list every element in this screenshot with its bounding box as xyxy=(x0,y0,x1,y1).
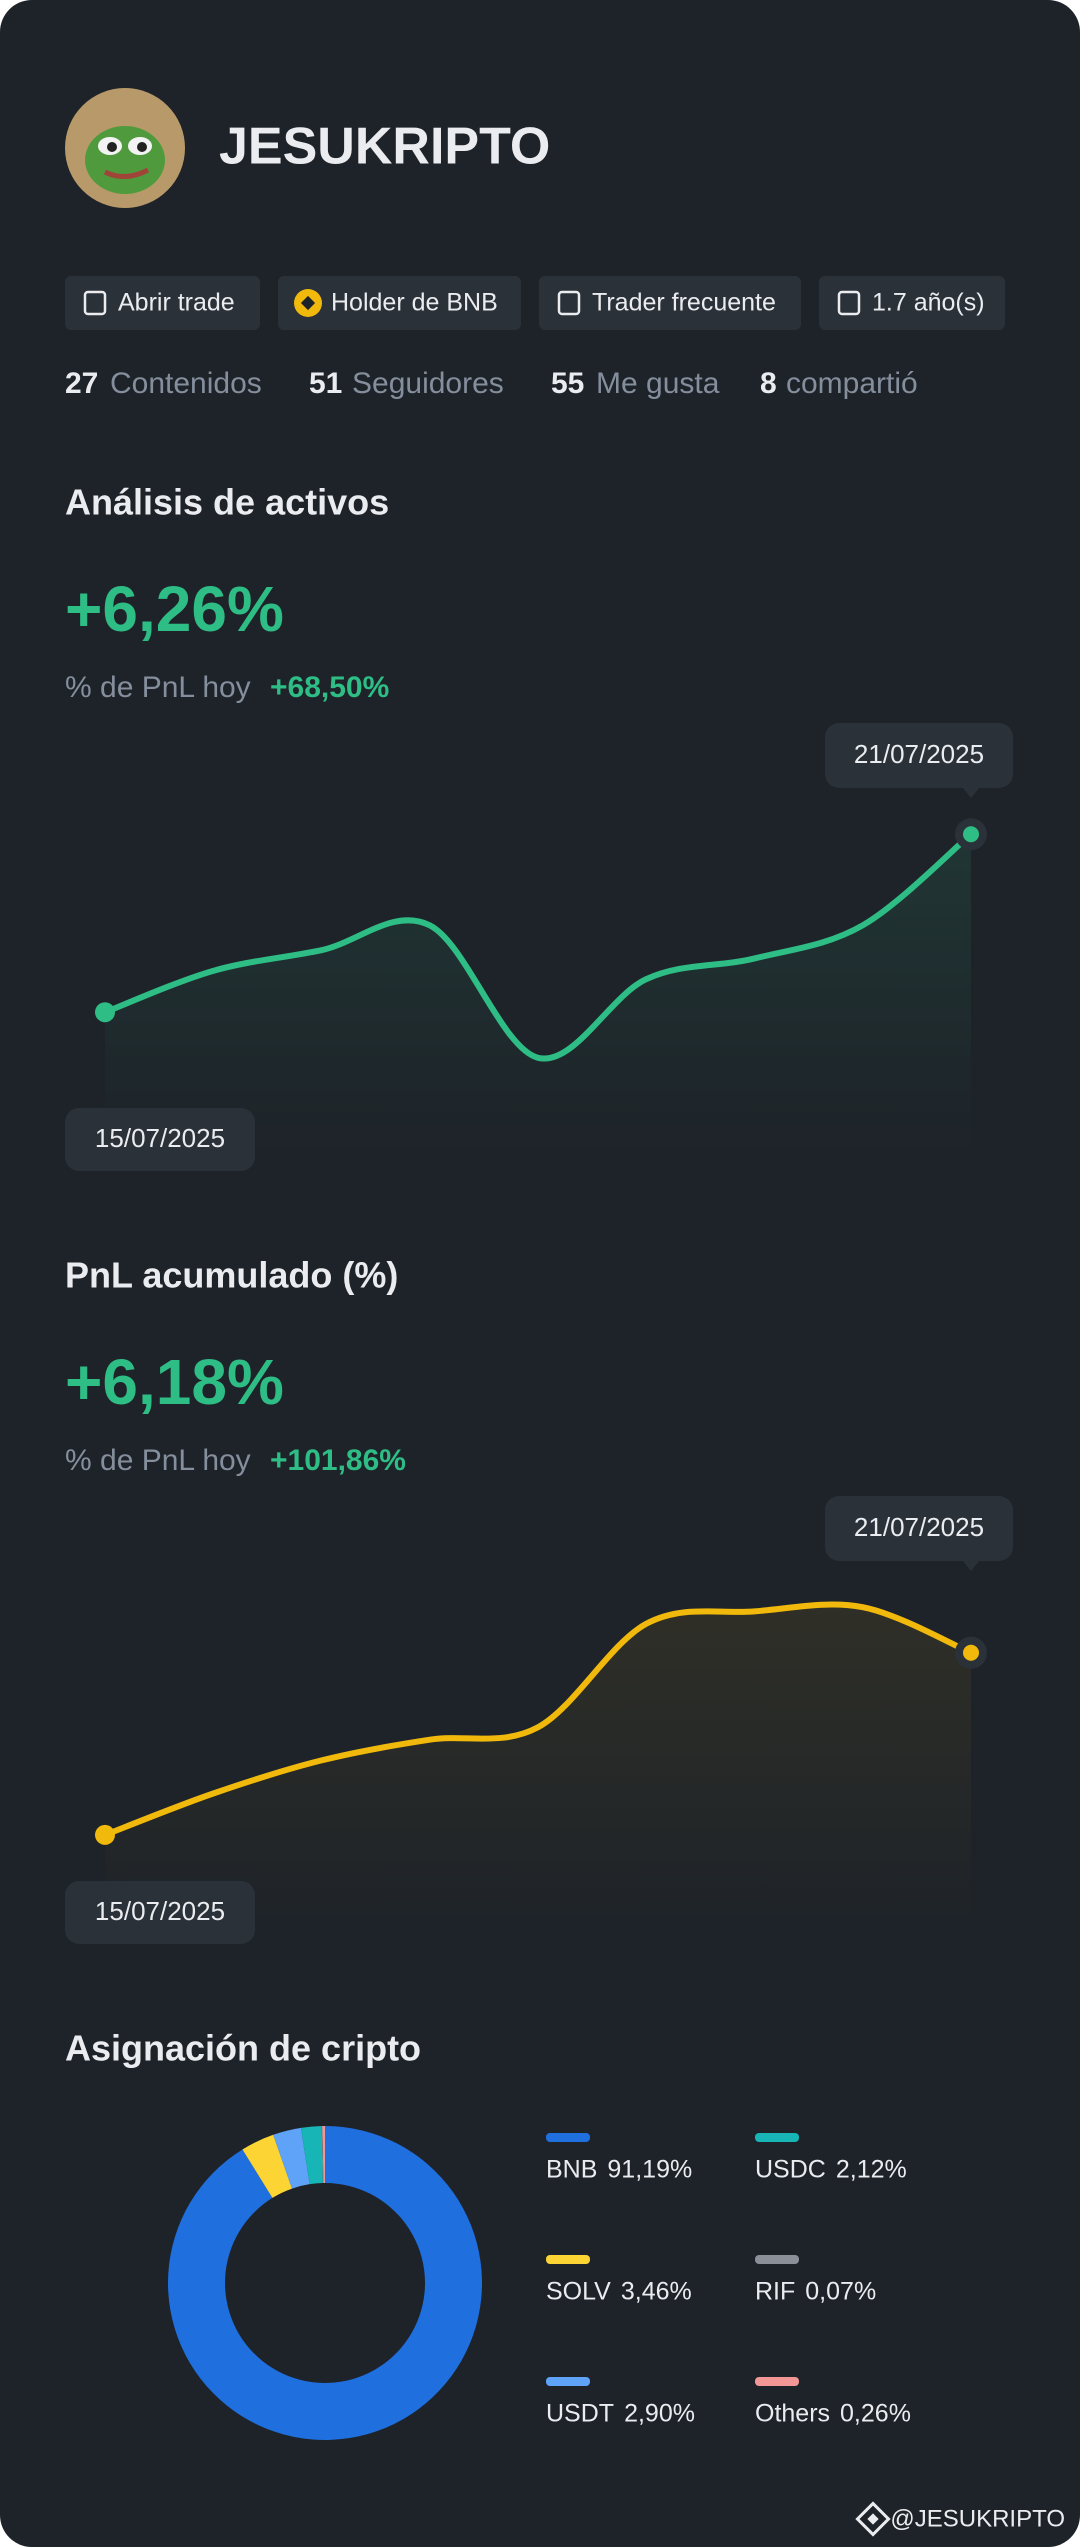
badge-row: Abrir trade Holder de BNB Trader frecuente… xyxy=(65,276,1005,330)
donut-segment xyxy=(242,2134,293,2198)
legend-name: USDC xyxy=(755,2156,826,2184)
icon-shape xyxy=(557,290,581,316)
donut-segment xyxy=(168,2126,483,2441)
footer-handle: @JESUKRIPTO xyxy=(890,2505,1065,2532)
legend-value: 2,12% xyxy=(836,2156,907,2184)
section-title: Análisis de activos xyxy=(65,482,389,523)
legend-value: 0,07% xyxy=(805,2278,876,2306)
donut-segment xyxy=(322,2126,325,2184)
subtitle-label: % de PnL hoy xyxy=(65,1444,251,1477)
legend-swatch xyxy=(755,2255,799,2264)
stat-label: Me gusta xyxy=(596,367,720,400)
badge-label: Trader frecuente xyxy=(592,289,776,317)
icon-shape xyxy=(837,290,861,316)
donut-segment xyxy=(300,2126,323,2185)
end-date: 21/07/2025 xyxy=(854,1512,984,1542)
subtitle-value: +68,50% xyxy=(270,671,389,704)
avatar xyxy=(65,88,185,208)
sections: Análisis de activos +6,26% % de PnL hoy +68… xyxy=(65,482,1013,1944)
start-point xyxy=(95,1824,115,1845)
stat-label: Seguidores xyxy=(352,367,504,400)
legend-value: 2,90% xyxy=(624,2400,695,2428)
legend-swatch xyxy=(755,2377,799,2386)
date-box xyxy=(65,1108,255,1171)
badge-icon xyxy=(294,289,322,317)
line xyxy=(102,831,974,1062)
badge-icon xyxy=(83,290,107,316)
badge-background xyxy=(539,276,801,330)
start-point xyxy=(95,1002,115,1023)
stat-value: 8 xyxy=(760,367,777,400)
legend-name: SOLV xyxy=(546,2278,611,2306)
line xyxy=(102,1601,974,1838)
donut-segment xyxy=(273,2127,310,2189)
section-title: PnL acumulado (%) xyxy=(65,1255,398,1296)
badge-label: 1.7 año(s) xyxy=(872,289,985,317)
badge-icon xyxy=(837,290,861,316)
binance-logo xyxy=(855,2501,891,2537)
end-date: 21/07/2025 xyxy=(854,739,984,769)
footer: @JESUKRIPTO xyxy=(855,2501,1065,2537)
section-title: Asignación de cripto xyxy=(65,2028,421,2069)
profile-name: JESUKRIPTO xyxy=(219,118,550,176)
legend-value: 91,19% xyxy=(607,2156,692,2184)
legend-swatch xyxy=(546,2377,590,2386)
legend-swatch xyxy=(546,2255,590,2264)
stat-label: compartió xyxy=(786,367,918,400)
stat-value: 55 xyxy=(551,367,584,400)
legend-swatch xyxy=(755,2133,799,2142)
stat-value: 51 xyxy=(309,367,342,400)
line-area xyxy=(105,834,971,1153)
legend-name: Others xyxy=(755,2400,830,2428)
donut-chart: BNB 91,19% SOLV 3,46% USDT 2,90% USDC 2,12% RIF 0… xyxy=(168,2126,911,2441)
headline-value: +6,26% xyxy=(65,573,284,645)
stats-row: 27 Contenidos 51 Seguidores 55 Me gusta 8 compa… xyxy=(65,367,918,400)
date-pointer xyxy=(963,1561,979,1571)
line-area xyxy=(105,1604,971,1926)
icon-shape xyxy=(83,290,107,316)
donut-segment xyxy=(321,2126,324,2184)
headline-value: +6,18% xyxy=(65,1346,284,1418)
badge-background xyxy=(278,276,521,330)
stat-value: 27 xyxy=(65,367,98,400)
badge-label: Abrir trade xyxy=(118,289,235,317)
badge-background xyxy=(65,276,260,330)
end-point xyxy=(963,1644,979,1661)
date-box xyxy=(825,723,1013,788)
stat-label: Contenidos xyxy=(110,367,262,400)
badge-label: Holder de BNB xyxy=(331,289,498,317)
bnb-mark xyxy=(300,295,316,311)
subtitle-label: % de PnL hoy xyxy=(65,671,251,704)
legend-value: 0,26% xyxy=(840,2400,911,2428)
legend-name: USDT xyxy=(546,2400,614,2428)
legend-value: 3,46% xyxy=(621,2278,692,2306)
start-date: 15/07/2025 xyxy=(95,1896,225,1926)
start-date: 15/07/2025 xyxy=(95,1123,225,1153)
end-point xyxy=(963,826,979,843)
date-pointer xyxy=(963,788,979,798)
badge-icon xyxy=(557,290,581,316)
legend-name: RIF xyxy=(755,2278,795,2306)
date-box xyxy=(825,1496,1013,1561)
subtitle-value: +101,86% xyxy=(270,1444,406,1477)
date-box xyxy=(65,1881,255,1944)
badge-background xyxy=(819,276,1005,330)
legend-name: BNB xyxy=(546,2156,597,2184)
legend-swatch xyxy=(546,2133,590,2142)
